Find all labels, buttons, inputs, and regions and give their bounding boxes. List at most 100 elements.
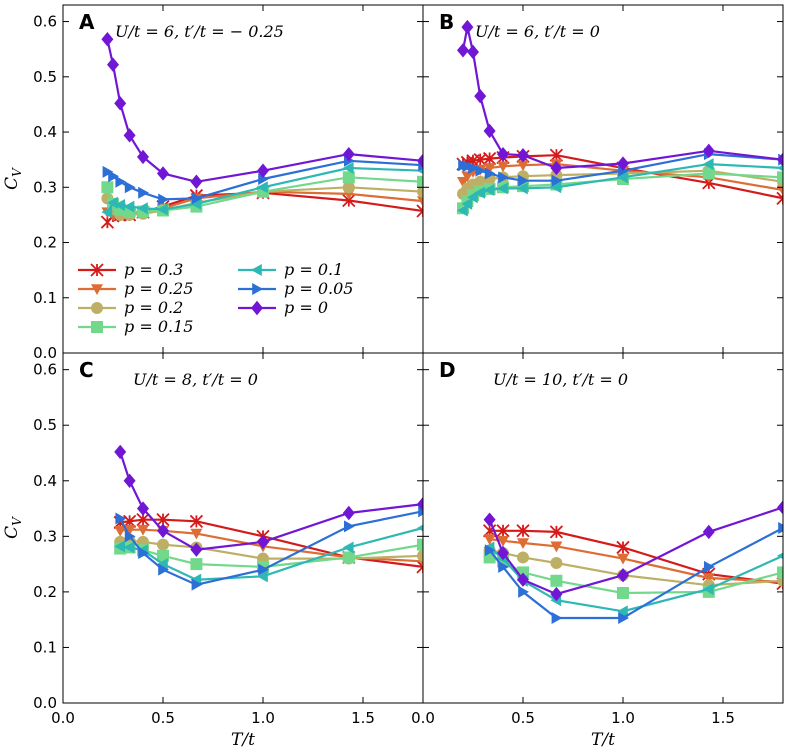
data-point-p0 xyxy=(123,128,136,143)
y-tick-label: 0.2 xyxy=(33,583,57,601)
legend: p = 0.3p = 0.25p = 0.2p = 0.15p = 0.1p =… xyxy=(78,260,353,336)
data-point-p0_25 xyxy=(91,284,103,295)
data-point-p0_1 xyxy=(483,184,495,197)
data-point-p0_25 xyxy=(497,161,509,173)
data-point-p0_1 xyxy=(251,264,262,276)
series-p0_1 xyxy=(114,524,423,586)
data-point-p0 xyxy=(190,174,203,189)
legend-entry: p = 0.2 xyxy=(78,298,183,317)
data-point-p0_05 xyxy=(551,174,563,187)
data-point-p0_05 xyxy=(518,174,529,187)
legend-label: p = 0.1 xyxy=(284,260,343,279)
data-point-p0_1 xyxy=(550,181,562,194)
legend-entry: p = 0.3 xyxy=(78,260,183,279)
data-point-p0_05 xyxy=(124,181,136,194)
data-point-p0_1 xyxy=(417,524,423,532)
x-tick-label: 0.5 xyxy=(151,709,175,727)
legend-entry: p = 0.25 xyxy=(78,279,193,298)
x-tick-label: 0.0 xyxy=(51,709,75,727)
data-point-p0_1 xyxy=(123,541,135,554)
x-tick-label: 0.0 xyxy=(411,709,435,727)
data-point-p0_05 xyxy=(518,585,529,598)
x-tick-label: 0.5 xyxy=(511,709,535,727)
panel-letter: B xyxy=(439,10,454,34)
data-point-p0 xyxy=(157,166,169,181)
data-point-p0 xyxy=(107,57,119,72)
y-tick-label: 0.0 xyxy=(33,694,57,712)
data-point-p0_25 xyxy=(617,553,629,565)
data-point-p0_05 xyxy=(102,165,114,178)
y-tick-label: 0.3 xyxy=(33,527,57,545)
data-point-p0 xyxy=(702,524,715,540)
data-point-p0_05 xyxy=(704,560,715,573)
data-point-p0_3 xyxy=(416,204,423,218)
data-point-p0 xyxy=(137,149,149,165)
data-point-p0_1 xyxy=(342,541,354,554)
data-point-p0_1 xyxy=(467,191,478,204)
y-tick-label: 0.5 xyxy=(33,68,57,86)
data-point-p0_05 xyxy=(468,161,479,174)
data-point-p0 xyxy=(474,88,487,104)
data-point-p0_25 xyxy=(461,171,474,183)
data-point-p0_05 xyxy=(124,530,136,543)
series-line xyxy=(119,451,423,551)
panel-letter: A xyxy=(79,10,95,34)
data-point-p0 xyxy=(114,96,127,111)
data-point-p0 xyxy=(417,496,423,512)
data-point-p0 xyxy=(114,444,127,460)
data-point-p0_3 xyxy=(549,525,564,539)
series-p0 xyxy=(457,19,783,176)
legend-label: p = 0 xyxy=(284,298,328,317)
data-point-p0_05 xyxy=(462,160,474,173)
data-point-p0 xyxy=(417,153,423,168)
data-point-p0 xyxy=(457,43,469,58)
data-point-p0_25 xyxy=(517,160,529,172)
series-p0_1 xyxy=(457,158,783,217)
data-point-p0_15 xyxy=(157,549,169,562)
data-point-p0_1 xyxy=(114,540,125,553)
data-point-p0 xyxy=(483,123,496,139)
data-point-p0_15 xyxy=(101,181,114,194)
panel-C: 0.0 0.1 0.2 0.3 0.4 0.5 0.6 0.0 0.5 1.0 1.5 0.0 CV T/… xyxy=(2,352,435,750)
data-point-p0_05 xyxy=(108,170,119,183)
y-axis-label: CV xyxy=(2,167,24,190)
data-point-p0_1 xyxy=(342,161,354,174)
series-line xyxy=(488,527,783,620)
data-point-p0_15 xyxy=(417,175,423,188)
data-point-p0_2 xyxy=(417,185,423,198)
data-point-p0_05 xyxy=(158,193,169,206)
data-point-p0_1 xyxy=(497,182,508,195)
panel-letter: D xyxy=(439,358,456,382)
data-point-p0_15 xyxy=(342,551,355,564)
data-point-p0 xyxy=(777,152,783,167)
panel-D: 0.5 1.0 1.5 T/t D U/t = 10, t′/t = 0 xyxy=(422,352,784,750)
data-point-p0 xyxy=(702,143,715,159)
data-point-p0 xyxy=(617,156,629,171)
data-point-p0_25 xyxy=(550,541,563,553)
data-point-p0 xyxy=(517,572,529,587)
series-p0 xyxy=(483,500,783,602)
data-point-p0_05 xyxy=(258,173,269,185)
plot-area-D xyxy=(482,500,783,624)
data-point-p0_1 xyxy=(517,182,528,195)
data-point-p0_3 xyxy=(616,540,630,555)
data-point-p0_15 xyxy=(617,587,629,599)
data-point-p0 xyxy=(157,523,169,538)
series-p0 xyxy=(101,32,423,189)
data-point-p0_25 xyxy=(417,196,423,208)
data-point-p0_05 xyxy=(618,612,629,624)
data-point-p0 xyxy=(461,19,474,35)
legend-label: p = 0.25 xyxy=(124,279,193,298)
data-point-p0_05 xyxy=(484,544,496,557)
data-point-p0 xyxy=(342,505,355,521)
data-point-p0_05 xyxy=(498,171,509,184)
x-axis-label: T/t xyxy=(591,730,615,750)
data-point-p0_25 xyxy=(702,573,715,584)
legend-label: p = 0.05 xyxy=(284,279,353,298)
data-point-p0 xyxy=(123,473,136,488)
data-point-p0_15 xyxy=(417,538,423,551)
data-point-p0_1 xyxy=(257,570,268,583)
y-tick-label: 0.1 xyxy=(33,289,57,307)
data-point-p0_2 xyxy=(342,181,355,194)
data-point-p0_3 xyxy=(416,560,423,574)
